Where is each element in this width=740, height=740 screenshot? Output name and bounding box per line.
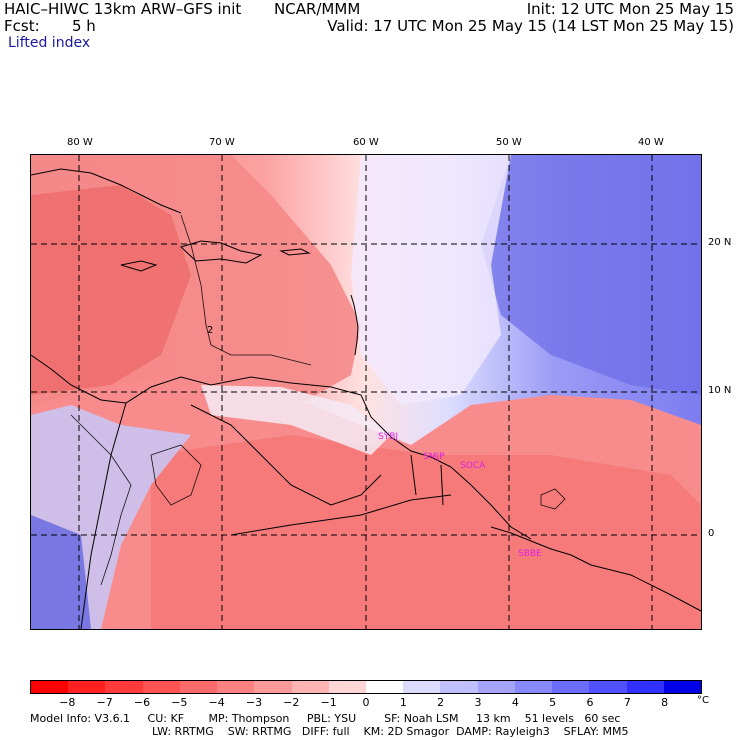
colorbar-segment bbox=[403, 681, 441, 693]
coastline-amazon-delta bbox=[490, 526, 701, 612]
colorbar-tick-label: −1 bbox=[320, 696, 337, 709]
field-region-atlantic-blue bbox=[481, 155, 701, 395]
station-sbbe: SBBE bbox=[518, 549, 542, 559]
colorbar-segment bbox=[552, 681, 590, 693]
forecast-hours: 5 h bbox=[72, 17, 96, 35]
colorbar-tick-label: 1 bbox=[399, 696, 407, 709]
border-venezuela bbox=[190, 404, 382, 506]
contour-andes bbox=[70, 414, 132, 586]
lon-label-60w: 60 W bbox=[353, 137, 379, 148]
colorbar-segment bbox=[254, 681, 292, 693]
colorbar-tick-label: 4 bbox=[511, 696, 519, 709]
model-title: HAIC–HIWC 13km ARW–GFS init bbox=[4, 0, 242, 18]
lon-label-80w: 80 W bbox=[67, 137, 93, 148]
colorbar-tick-label: −4 bbox=[208, 696, 225, 709]
colorbar-segment bbox=[663, 681, 701, 693]
colorbar-tick-label: 7 bbox=[623, 696, 631, 709]
coastlines bbox=[31, 168, 701, 629]
coastline-pacific bbox=[80, 402, 127, 629]
lon-label-70w: 70 W bbox=[209, 137, 235, 148]
colorbar-segment bbox=[291, 681, 329, 693]
map-panel: 2 bbox=[30, 154, 702, 630]
colorbar-segment bbox=[514, 681, 553, 693]
colorbar-segment bbox=[31, 681, 69, 693]
colorbar-tick-label: −3 bbox=[245, 696, 263, 709]
colorbar-tick-label: 3 bbox=[474, 696, 482, 709]
lon-label-50w: 50 W bbox=[496, 137, 522, 148]
colorbar-segment bbox=[105, 681, 143, 693]
contour-label: 2 bbox=[207, 325, 213, 336]
colorbar-segment bbox=[440, 681, 478, 693]
colorbar-segment bbox=[142, 681, 180, 693]
contours bbox=[70, 214, 566, 586]
colorbar-segment bbox=[68, 681, 106, 693]
colorbar-tick-label: 5 bbox=[549, 696, 557, 709]
field-name: Lifted index bbox=[8, 35, 91, 51]
coastline-cuba bbox=[31, 168, 182, 214]
lifted-index-map: 2 bbox=[31, 155, 701, 629]
contour-east-cell bbox=[540, 488, 566, 510]
colorbar-unit: °C bbox=[697, 695, 709, 706]
coastline-puerto-rico bbox=[279, 248, 311, 256]
colorbar-tick-label: −5 bbox=[171, 696, 188, 709]
colorbar-tick-label: 0 bbox=[362, 696, 370, 709]
colorbar-tick-label: −2 bbox=[283, 696, 300, 709]
colorbar-tick-label: 6 bbox=[586, 696, 594, 709]
field-region-amazon-red bbox=[151, 435, 701, 629]
field-region-caribbean-west bbox=[31, 185, 191, 395]
station-sybj: SYBJ bbox=[378, 432, 399, 442]
colorbar-tick-label: −8 bbox=[59, 696, 76, 709]
station-soca: SOCA bbox=[460, 461, 486, 471]
colorbar-segment bbox=[328, 681, 366, 693]
colorbar-segment bbox=[589, 681, 627, 693]
field-region-pacific-blue bbox=[31, 515, 91, 629]
station-smjp: SMJP bbox=[423, 452, 445, 462]
coastline-hispaniola bbox=[180, 240, 263, 264]
coastline-central-america bbox=[31, 354, 127, 404]
colorbar-tick-label: −6 bbox=[133, 696, 151, 709]
coastline-jamaica bbox=[120, 260, 158, 272]
contour-interior bbox=[150, 444, 202, 506]
valid-time: Valid: 17 UTC Mon 25 May 15 (14 LST Mon … bbox=[327, 17, 734, 35]
colorbar-segment bbox=[477, 681, 515, 693]
lat-label-20n: 20 N bbox=[708, 237, 732, 248]
colorbar-tick-label: −7 bbox=[96, 696, 113, 709]
contour-caribbean bbox=[180, 214, 312, 366]
init-time: Init: 12 UTC Mon 25 May 15 bbox=[526, 0, 734, 18]
colorbar-segment bbox=[179, 681, 218, 693]
lon-label-40w: 40 W bbox=[638, 137, 664, 148]
field-region-coastal-pale bbox=[201, 385, 391, 455]
colorbar bbox=[30, 680, 702, 694]
lat-lon-grid bbox=[31, 155, 701, 629]
colorbar-tick-label: 8 bbox=[661, 696, 669, 709]
colorbar-tick-label: 2 bbox=[437, 696, 445, 709]
coastline-north-south-america bbox=[125, 376, 532, 540]
coastline-lesser-antilles bbox=[350, 294, 359, 356]
colorbar-segment bbox=[626, 681, 664, 693]
field-region-atlantic-pale bbox=[351, 155, 511, 405]
colorbar-segment bbox=[365, 681, 404, 693]
colorbar-segment bbox=[217, 681, 255, 693]
border-brazil bbox=[230, 494, 452, 536]
forecast-label: Fcst: bbox=[4, 17, 40, 35]
lat-label-equator: 0 bbox=[708, 528, 715, 539]
model-info-line-2: LW: RRTMG SW: RRTMG DIFF: full KM: 2D Sm… bbox=[152, 725, 629, 738]
border-guianas bbox=[410, 454, 444, 506]
lat-label-10n: 10 N bbox=[708, 385, 732, 396]
institution: NCAR/MMM bbox=[274, 0, 361, 18]
model-info-line-1: Model Info: V3.6.1 CU: KF MP: Thompson P… bbox=[30, 712, 621, 725]
